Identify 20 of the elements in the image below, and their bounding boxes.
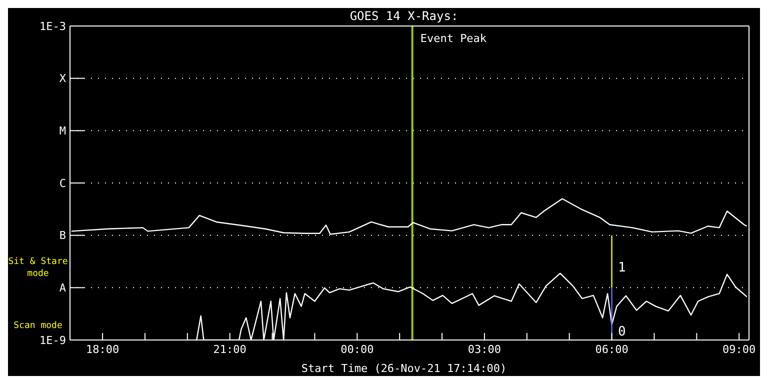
text: Scan mode — [12, 320, 64, 332]
text: Sit & Stare mode — [8, 256, 68, 280]
annotation: 0 — [618, 324, 626, 340]
y-tick-label: X — [59, 72, 66, 86]
annotation: 1 — [618, 260, 626, 276]
ref-line-label: Event Peak — [420, 32, 487, 45]
y-tick-label: 1E-9 — [40, 334, 66, 347]
chart-title: GOES 14 X-Rays: — [350, 9, 458, 23]
y-tick-label: C — [59, 176, 66, 190]
x-tick-label: 06:00 — [595, 342, 628, 356]
x-tick-label: 03:00 — [468, 342, 502, 356]
x-tick-label: 09:00 — [722, 342, 756, 356]
x-tick-label: 18:00 — [86, 342, 120, 356]
x-tick-label: 21:00 — [213, 342, 246, 356]
y-tick-label: M — [59, 124, 66, 138]
y-tick-label: 1E-3 — [40, 20, 66, 33]
y-tick-label: B — [59, 229, 66, 242]
y-tick-label: A — [59, 282, 66, 295]
x-tick-label: 00:00 — [340, 342, 374, 356]
x-axis-title: Start Time (26-Nov-21 17:14:00) — [300, 362, 508, 375]
